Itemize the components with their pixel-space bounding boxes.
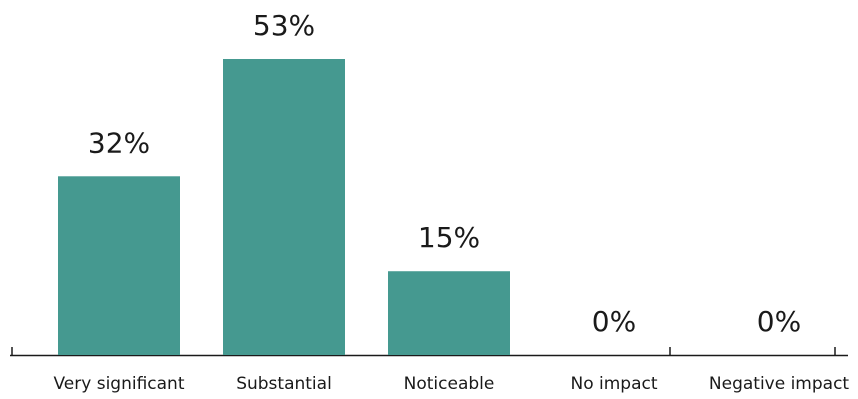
x-tick-label: Noticeable [404, 374, 495, 394]
data-label: 0% [757, 305, 801, 338]
data-label: 0% [592, 305, 636, 338]
x-tick-label: Negative impact [709, 374, 850, 394]
bar-noticeable [388, 271, 510, 355]
data-label: 53% [253, 9, 315, 42]
bar-very-significant [58, 176, 180, 355]
x-tick-label: Substantial [236, 374, 332, 394]
x-tick-label: No impact [570, 374, 657, 394]
data-label: 15% [418, 221, 480, 254]
x-tick-label: Very significant [53, 374, 184, 394]
data-label: 32% [88, 126, 150, 159]
bar-substantial [223, 59, 345, 355]
